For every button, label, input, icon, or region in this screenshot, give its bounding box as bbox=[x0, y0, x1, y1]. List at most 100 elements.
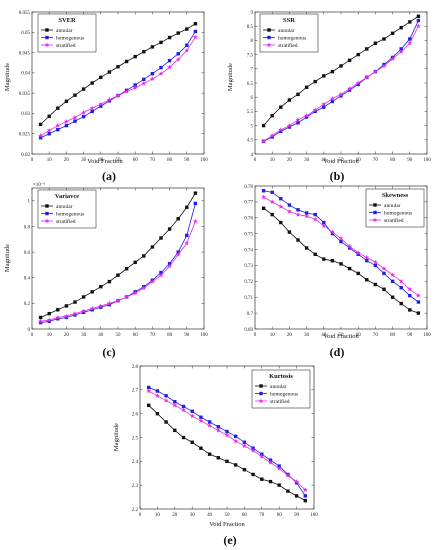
data-point-annular bbox=[124, 267, 129, 271]
data-point-homogenous bbox=[150, 71, 155, 76]
legend-entry-annular: annular bbox=[270, 384, 287, 390]
legend-entry-homogenous: homogenous bbox=[270, 391, 298, 397]
data-point-annular bbox=[176, 217, 180, 221]
y-tick-label: 9 bbox=[251, 11, 254, 16]
data-point-stratified bbox=[398, 278, 404, 284]
data-point-annular bbox=[322, 257, 326, 261]
legend-marker-stratified bbox=[258, 398, 264, 404]
data-point-annular bbox=[303, 498, 307, 503]
legend-marker-homogenous bbox=[45, 211, 49, 216]
x-tick-label: 40 bbox=[321, 158, 327, 163]
data-point-homogenous bbox=[133, 83, 137, 87]
legend-marker-homogenous bbox=[259, 391, 263, 396]
x-tick-label: 20 bbox=[64, 158, 70, 163]
data-point-stratified bbox=[285, 473, 291, 478]
x-axis-label: Void Fraction bbox=[323, 333, 359, 340]
data-point-annular bbox=[260, 477, 264, 481]
data-point-homogenous bbox=[347, 246, 352, 250]
data-point-stratified bbox=[304, 113, 310, 118]
legend-entry-annular: annular bbox=[384, 203, 401, 209]
data-point-stratified bbox=[98, 101, 104, 107]
data-point-annular bbox=[322, 74, 326, 78]
legend-marker-stratified bbox=[44, 42, 50, 48]
data-point-stratified bbox=[269, 132, 275, 138]
data-point-homogenous bbox=[313, 212, 317, 217]
x-tick-label: 70 bbox=[373, 158, 379, 163]
data-point-annular bbox=[90, 81, 94, 85]
chart-panel-4: 0 10 20 30 40 50 60 70 80 90 100 0.69 0.7 0.71 0.72 0.7… bbox=[244, 185, 431, 359]
data-point-stratified bbox=[261, 194, 267, 200]
x-tick-label: 40 bbox=[207, 513, 213, 518]
data-point-stratified bbox=[106, 97, 112, 102]
x-tick-label: 90 bbox=[184, 333, 190, 338]
data-point-annular bbox=[416, 14, 421, 18]
x-tick-label: 60 bbox=[133, 158, 139, 163]
series-stratified bbox=[146, 388, 308, 493]
data-point-stratified bbox=[269, 199, 275, 204]
legend-entry-stratified: stratified bbox=[56, 218, 76, 225]
panel-label: (c) bbox=[102, 345, 115, 359]
y-tick-label: 0.74 bbox=[244, 248, 253, 253]
x-tick-label: 10 bbox=[270, 333, 276, 338]
data-point-stratified bbox=[355, 80, 361, 86]
data-point-stratified bbox=[295, 212, 301, 217]
y-tick-label: 4.5 bbox=[247, 139, 254, 144]
data-point-homogenous bbox=[47, 319, 51, 324]
data-point-annular bbox=[64, 304, 69, 308]
data-point-homogenous bbox=[261, 189, 266, 193]
data-point-annular bbox=[286, 489, 290, 493]
data-point-stratified bbox=[192, 218, 198, 224]
data-point-homogenous bbox=[99, 104, 103, 108]
series-annular bbox=[261, 14, 421, 128]
data-point-annular bbox=[73, 93, 77, 97]
data-point-stratified bbox=[302, 487, 308, 493]
data-point-stratified bbox=[372, 259, 378, 265]
data-point-stratified bbox=[98, 303, 104, 309]
data-point-homogenous bbox=[313, 109, 317, 114]
data-point-annular bbox=[294, 494, 299, 498]
data-point-stratified bbox=[276, 465, 282, 471]
series-annular bbox=[38, 191, 198, 320]
data-point-annular bbox=[330, 69, 335, 74]
data-point-homogenous bbox=[416, 18, 421, 23]
data-point-annular bbox=[133, 260, 137, 265]
data-point-stratified bbox=[364, 74, 370, 80]
legend-entry-homogenous: homogenous bbox=[56, 211, 84, 217]
data-point-annular bbox=[173, 428, 177, 433]
data-point-annular bbox=[99, 75, 103, 80]
data-point-stratified bbox=[304, 213, 310, 219]
x-tick-label: 60 bbox=[356, 333, 362, 338]
data-point-stratified bbox=[167, 263, 173, 269]
x-tick-label: 10 bbox=[155, 513, 161, 518]
x-tick-label: 90 bbox=[184, 158, 190, 163]
series-stratified bbox=[261, 194, 421, 298]
data-point-stratified bbox=[407, 40, 413, 46]
x-tick-label: 80 bbox=[167, 158, 173, 163]
series-annular bbox=[147, 403, 307, 503]
data-point-stratified bbox=[329, 229, 335, 235]
data-point-homogenous bbox=[339, 239, 343, 244]
data-point-stratified bbox=[372, 69, 378, 74]
y-tick-label: 0.055 bbox=[19, 11, 31, 16]
series-stratified bbox=[38, 218, 198, 324]
y-tick-label: 6.5 bbox=[247, 82, 254, 87]
x-tick-label: 60 bbox=[133, 333, 139, 338]
data-point-annular bbox=[270, 212, 274, 217]
x-tick-label: 40 bbox=[98, 333, 104, 338]
data-point-stratified bbox=[407, 286, 413, 292]
data-point-annular bbox=[365, 47, 369, 51]
data-point-stratified bbox=[294, 478, 300, 484]
data-point-homogenous bbox=[242, 440, 247, 444]
data-point-annular bbox=[181, 435, 186, 440]
x-tick-label: 90 bbox=[407, 158, 413, 163]
data-point-stratified bbox=[192, 34, 198, 40]
y-tick-label: 2.3 bbox=[132, 484, 139, 489]
x-tick-label: 20 bbox=[64, 333, 70, 338]
legend-entry-homogenous: homogenous bbox=[384, 210, 412, 216]
data-point-stratified bbox=[381, 266, 387, 271]
y-tick-label: 0.71 bbox=[244, 296, 253, 301]
series-annular bbox=[261, 206, 421, 315]
data-point-stratified bbox=[398, 49, 404, 54]
y-tick-label: 0.02 bbox=[21, 153, 30, 158]
